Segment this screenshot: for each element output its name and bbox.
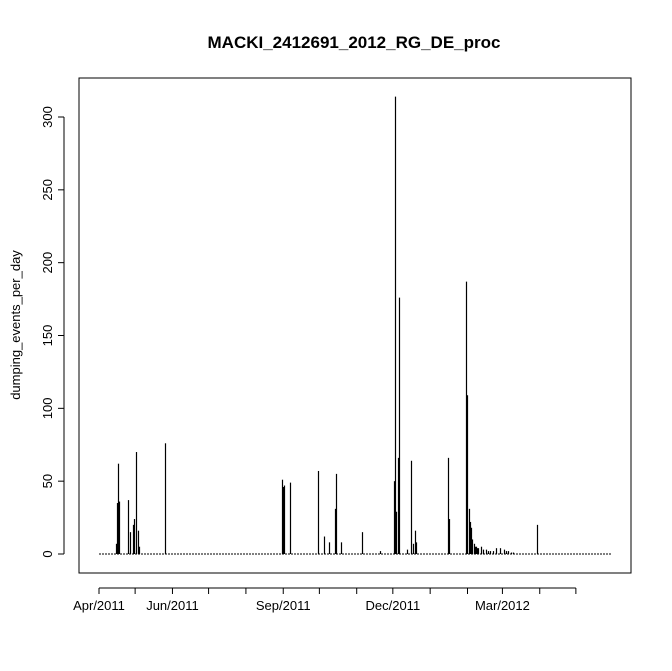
x-axis: Apr/2011 Jun/2011 Sep/2011 Dec/2011 Mar/2012 — [73, 587, 577, 613]
y-axis: 0 50 100 150 200 250 300 — [40, 106, 65, 558]
y-tick-label: 100 — [40, 397, 55, 419]
chart-title: MACKI_2412691_2012_RG_DE_proc — [208, 33, 501, 52]
x-tick-label: Sep/2011 — [256, 598, 311, 613]
plot-frame — [78, 77, 632, 574]
x-tick-label: Dec/2011 — [365, 598, 420, 613]
y-tick-label: 150 — [40, 325, 55, 347]
y-tick-label: 300 — [40, 106, 55, 128]
x-tick-label: Jun/2011 — [146, 598, 199, 613]
x-tick-label: Apr/2011 — [73, 598, 125, 613]
y-tick-label: 250 — [40, 179, 55, 201]
bars — [99, 96, 612, 555]
y-tick-label: 0 — [40, 550, 55, 557]
y-tick-label: 200 — [40, 252, 55, 274]
x-tick-label: Mar/2012 — [475, 598, 530, 613]
y-axis-label: dumping_events_per_day — [8, 250, 23, 400]
y-tick-label: 50 — [40, 474, 55, 488]
